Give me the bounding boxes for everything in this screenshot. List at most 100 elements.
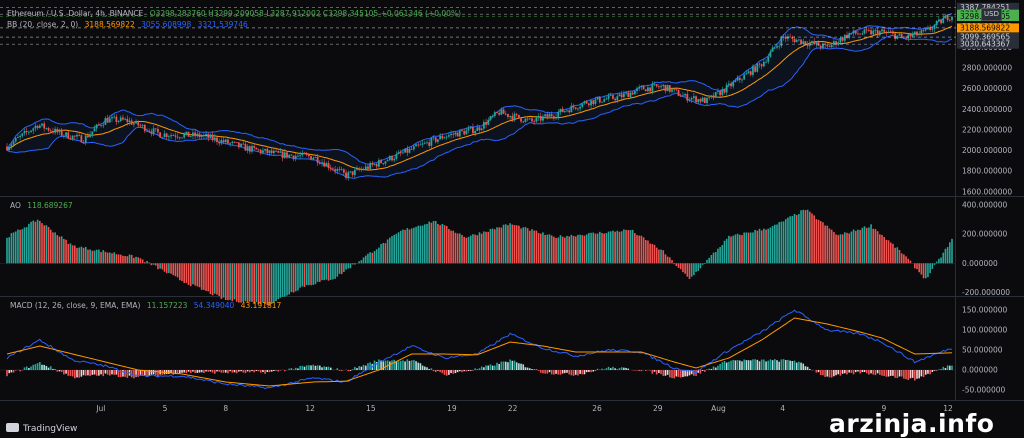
candle-body (207, 133, 210, 138)
candle-body (528, 118, 531, 120)
candle-body (279, 151, 282, 153)
candle-body (106, 118, 109, 123)
tradingview-logo[interactable]: TradingView (6, 423, 77, 434)
candle-body (690, 98, 693, 100)
candle-body (12, 141, 15, 145)
macd-histogram-bar (537, 370, 540, 371)
candle-body (426, 142, 428, 144)
candle-body (570, 105, 573, 113)
macd-histogram-bar (824, 370, 826, 377)
macd-histogram-bar (487, 365, 490, 370)
ao-bar (441, 223, 444, 264)
ao-bar (784, 219, 787, 264)
macd-histogram-bar (52, 368, 54, 370)
macd-histogram-bar (857, 370, 859, 372)
ao-bar (397, 232, 400, 264)
ao-bar (752, 232, 754, 264)
ao-bar (712, 252, 715, 264)
ao-bar (47, 226, 50, 264)
candle-body (443, 137, 446, 139)
ao-bar (857, 229, 859, 264)
ao-bar (830, 229, 833, 264)
ao-pane[interactable] (0, 209, 956, 306)
macd-histogram-bar (434, 370, 437, 373)
candle-body (587, 103, 590, 106)
candle-body (240, 143, 242, 147)
candle-body (784, 36, 787, 39)
ao-bar (690, 263, 693, 277)
macd-histogram-bar (522, 364, 525, 370)
candle-body (6, 146, 8, 151)
ao-bar (931, 263, 934, 269)
candle-body (655, 84, 658, 87)
ao-bar (17, 229, 19, 264)
candle-body (629, 92, 632, 98)
candle-body (187, 131, 190, 137)
macd-histogram-bar (524, 367, 527, 370)
candle-body (327, 163, 330, 168)
macd-histogram-bar (844, 370, 846, 374)
macd-histogram-bar (168, 370, 170, 374)
time-axis[interactable]: Jul 5 8 12 15 19 22 26 29 Aug 4 9 12 (95, 404, 953, 413)
macd-histogram-bar (216, 370, 218, 372)
ao-bar (758, 228, 761, 264)
candle-body (881, 29, 883, 32)
candle-body (294, 155, 297, 159)
candle-body (52, 131, 54, 133)
ao-bar (60, 236, 63, 264)
price-pane[interactable] (6, 12, 953, 181)
candle-body (500, 109, 503, 115)
ao-bar (623, 229, 625, 264)
ao-tick-label: 0.000000 (962, 259, 998, 268)
bb-label[interactable]: BB (20, close, 2, 0) (7, 20, 79, 29)
ao-bar (780, 221, 783, 264)
ao-bar (741, 235, 743, 264)
candle-body (196, 133, 199, 137)
symbol-legend[interactable]: Ethereum / U.S. Dollar, 4h, BINANCE O329… (7, 9, 465, 18)
candle-body (780, 37, 783, 46)
price-tick-label: 2600.000000 (962, 84, 1012, 93)
bb-legend[interactable]: BB (20, close, 2, 0) 3188.569822 3055.60… (7, 20, 252, 29)
candle-body (675, 89, 678, 91)
ao-bar (21, 229, 24, 264)
ao-bar (655, 247, 658, 264)
macd-histogram-bar (56, 370, 59, 372)
ao-legend[interactable]: AO 118.689267 (10, 201, 77, 210)
symbol-title[interactable]: Ethereum / U.S. Dollar, 4h, BINANCE (7, 9, 144, 18)
macd-label[interactable]: MACD (12, 26, close, 9, EMA, EMA) (10, 301, 141, 310)
macd-histogram-bar (634, 370, 636, 371)
macd-histogram-bar (367, 363, 369, 370)
macd-histogram-bar (804, 366, 807, 370)
macd-histogram-bar (399, 360, 402, 370)
macd-histogram-bar (743, 359, 745, 370)
candle-body (649, 87, 652, 92)
macd-histogram-bar (19, 370, 21, 372)
candle-body (277, 150, 280, 153)
ao-bar (629, 230, 632, 264)
macd-histogram-bar (60, 370, 63, 373)
ao-label[interactable]: AO (10, 201, 21, 210)
ao-bar (625, 229, 627, 264)
macd-histogram-bar (270, 370, 273, 372)
macd-pane[interactable] (0, 309, 956, 390)
macd-legend[interactable]: MACD (12, 26, close, 9, EMA, EMA) 11.157… (10, 301, 285, 310)
candle-body (846, 34, 848, 38)
macd-histogram-bar (924, 370, 927, 375)
ao-bar (244, 263, 247, 302)
ao-tick-label: -200.000000 (962, 288, 1010, 297)
macd-histogram-bar (362, 364, 365, 370)
macd-histogram-bar (347, 370, 350, 372)
candle-body (557, 112, 560, 117)
currency-button[interactable]: USD (981, 8, 1002, 21)
candle-body (552, 116, 555, 118)
macd-histogram-bar (717, 365, 719, 370)
ao-bar (938, 258, 940, 264)
candle-body (730, 83, 732, 87)
candle-body (404, 148, 407, 153)
macd-histogram-bar (651, 370, 654, 374)
candle-body (539, 115, 542, 121)
ao-bar (900, 253, 903, 264)
ao-bar (165, 263, 168, 274)
macd-histogram-bar (940, 368, 942, 370)
